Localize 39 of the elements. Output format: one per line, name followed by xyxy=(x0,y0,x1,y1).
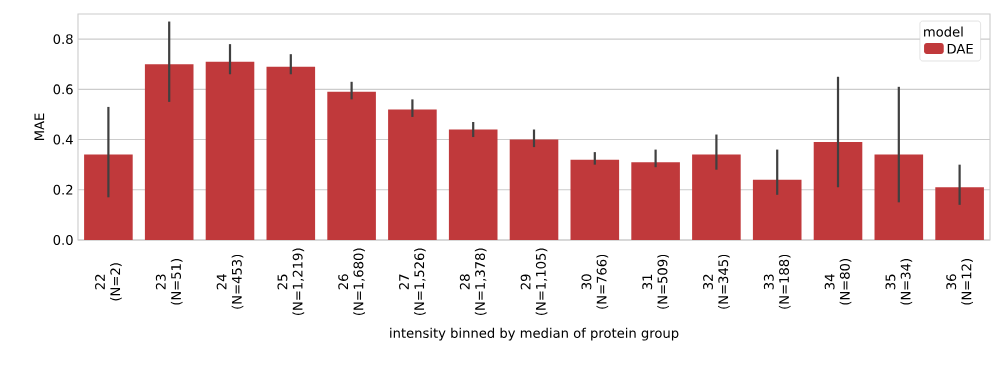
x-axis-title: intensity binned by median of protein group xyxy=(390,327,679,341)
bar xyxy=(874,154,924,240)
bar xyxy=(509,139,559,240)
bar xyxy=(327,91,376,240)
y-tick-label: 0.0 xyxy=(53,235,73,245)
y-tick-label: 0.6 xyxy=(53,84,73,95)
bar xyxy=(935,187,984,240)
y-tick-label: 0.2 xyxy=(53,184,73,195)
bar xyxy=(448,129,498,240)
y-tick-label: 0.8 xyxy=(53,34,73,45)
x-tick-label: 23 (N=51) xyxy=(155,259,183,305)
x-tick-label: 28 (N=1,378) xyxy=(459,248,487,316)
bar xyxy=(752,179,802,240)
bar xyxy=(84,154,133,240)
legend-title: model xyxy=(924,26,963,37)
bar xyxy=(813,142,863,240)
x-tick-label: 27 (N=1,526) xyxy=(399,248,426,316)
x-tick-label: 34 (N=80) xyxy=(824,259,852,305)
bar xyxy=(205,61,255,240)
bar xyxy=(388,109,437,240)
x-tick-label: 31 (N=509) xyxy=(642,254,669,309)
x-tick-label: 33 (N=188) xyxy=(763,254,791,309)
bar xyxy=(570,159,620,240)
legend-label: DAE xyxy=(947,43,973,54)
x-tick-label: 35 (N=34) xyxy=(885,259,913,305)
x-tick-label: 26 (N=1,680) xyxy=(338,248,365,316)
bar xyxy=(631,162,680,240)
x-tick-label: 25 (N=1,219) xyxy=(277,248,305,316)
x-tick-label: 30 (N=766) xyxy=(581,254,609,309)
x-tick-label: 24 (N=453) xyxy=(216,254,244,309)
bar xyxy=(144,64,194,240)
y-tick-label: 0.4 xyxy=(53,134,73,145)
x-tick-label: 36 (N=12) xyxy=(946,259,973,305)
y-axis-title: MAE xyxy=(34,113,45,141)
x-tick-label: 29 (N=1,105) xyxy=(520,248,548,316)
x-tick-label: 22 (N=2) xyxy=(95,263,122,301)
x-tick-label: 32 (N=345) xyxy=(703,254,730,309)
bar xyxy=(692,154,741,240)
bar xyxy=(266,66,316,240)
